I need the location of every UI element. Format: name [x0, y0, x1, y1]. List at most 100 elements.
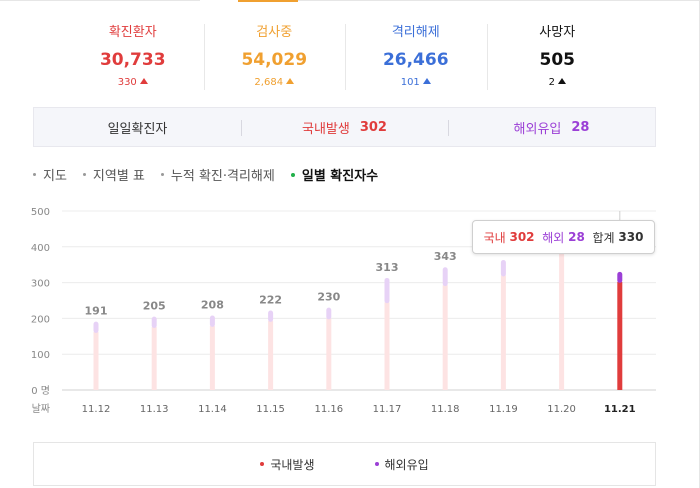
active-dot-icon	[290, 172, 295, 177]
bar-domestic	[442, 285, 448, 390]
bar-overseas	[93, 321, 99, 334]
bar-domestic	[326, 318, 332, 390]
stat-change-value: 330	[117, 77, 137, 88]
bar-overseas	[442, 267, 448, 287]
stat-change-value: 2,684	[254, 77, 284, 88]
increase-arrow-icon	[422, 78, 431, 84]
bar-overseas	[617, 271, 623, 283]
bar-overseas	[500, 260, 506, 277]
summary-domestic: 국내발생 302	[241, 108, 448, 146]
legend-label: 국내발생	[270, 457, 315, 472]
bar-domestic	[268, 320, 274, 390]
legend-dot-icon	[260, 462, 265, 466]
daily-cases-chart: 500 400 300 200 100 0 명날짜 11.12 191 11.13 205 11.1…	[31, 207, 656, 415]
tooltip-total-value: 330	[618, 230, 644, 244]
daily-summary-bar: 일일확진자 국내발생 302 해외유입 28	[33, 107, 656, 147]
chart-legend: 국내발생 해외유입	[33, 442, 656, 486]
legend-dot-icon	[374, 462, 379, 466]
x-tick-label: 11.18	[431, 404, 460, 415]
bullet-icon	[33, 173, 36, 176]
bar-domestic	[93, 332, 99, 390]
summary-domestic-label: 국내발생	[302, 121, 350, 137]
summary-daily-label: 일일확진자	[107, 121, 168, 137]
stat-label: 사망자	[539, 25, 576, 40]
bullet-icon	[160, 173, 164, 176]
top-border	[0, 0, 200, 1]
tab-label: 지역별 표	[92, 169, 145, 184]
x-tick-label: 11.13	[140, 404, 169, 415]
x-axis-label: 날짜	[32, 403, 50, 415]
y-tick-label: 100	[31, 350, 50, 361]
bullet-icon	[82, 173, 86, 176]
stat-value: 54,029	[241, 50, 308, 70]
bar-overseas	[326, 307, 332, 320]
legend-domestic[interactable]: 국내발생	[260, 456, 315, 473]
tooltip-domestic-label: 국내	[483, 230, 506, 245]
bar-total-label: 230	[317, 291, 340, 304]
bar-overseas	[151, 316, 157, 328]
tooltip-domestic-value: 302	[509, 230, 535, 244]
y-unit-label: 0 명	[31, 385, 50, 397]
increase-arrow-icon	[557, 78, 566, 84]
bar-domestic	[617, 281, 623, 390]
x-tick-label: 11.14	[198, 404, 227, 415]
bar-domestic	[209, 325, 215, 390]
bar-overseas	[268, 310, 274, 322]
summary-daily: 일일확진자	[34, 108, 241, 146]
x-tick-label: 11.20	[547, 404, 576, 415]
tooltip-total-label: 합계	[592, 230, 615, 245]
bar-total-label: 205	[143, 300, 166, 313]
stat-change: 2,684	[204, 76, 346, 90]
legend-label: 해외유입	[384, 457, 429, 472]
x-tick-label: 11.19	[489, 404, 518, 415]
bar-total-label: 191	[85, 305, 108, 318]
increase-arrow-icon	[139, 78, 148, 84]
y-tick-label: 200	[31, 314, 50, 325]
chart-tooltip: 국내 302 해외 28 합계 330	[472, 220, 655, 254]
stat-change: 101	[345, 76, 487, 90]
stats-panel: 확진환자 30,733 330 검사중 54,029 2,684 격리해제 26…	[62, 24, 628, 92]
tab-highlight-bar	[238, 0, 298, 2]
bar-total-label: 313	[376, 261, 399, 274]
stat-value: 26,466	[382, 50, 449, 70]
stat-value: 30,733	[99, 50, 166, 70]
stat-change: 330	[62, 76, 204, 90]
tab-cumulative[interactable]: 누적 확진·격리해제	[160, 165, 275, 184]
summary-overseas-label: 해외유입	[513, 121, 562, 137]
stat-change: 2	[487, 76, 629, 90]
bar-total-label: 343	[434, 250, 457, 263]
stat-change-value: 101	[400, 77, 420, 88]
tab-daily-cases[interactable]: 일별 확진자수	[290, 165, 379, 184]
tab-region-table[interactable]: 지역별 표	[82, 165, 145, 184]
stat-confirmed: 확진환자 30,733 330	[62, 24, 204, 92]
stat-value: 505	[539, 50, 576, 70]
x-tick-label: 11.17	[373, 404, 402, 415]
top-border	[298, 0, 700, 1]
stat-label: 확진환자	[108, 25, 157, 40]
summary-domestic-value: 302	[359, 119, 387, 135]
tab-map[interactable]: 지도	[33, 165, 67, 184]
bar-domestic	[384, 302, 390, 390]
stat-label: 검사중	[256, 25, 293, 40]
bar-total-label: 222	[259, 294, 282, 307]
tab-label: 지도	[43, 169, 67, 184]
y-tick-label: 300	[31, 279, 50, 290]
y-tick-label: 400	[31, 243, 50, 254]
stat-change-value: 2	[548, 77, 555, 88]
tooltip-overseas-label: 해외	[542, 230, 565, 245]
tab-label: 누적 확진·격리해제	[170, 169, 275, 184]
stat-label: 격리해제	[391, 25, 440, 40]
bar-domestic	[559, 252, 565, 390]
bar-overseas	[384, 277, 390, 304]
tooltip-overseas-value: 28	[568, 230, 585, 244]
x-tick-label: 11.12	[82, 404, 111, 415]
y-tick-label: 500	[31, 207, 50, 218]
summary-overseas-value: 28	[571, 119, 590, 135]
bar-domestic	[151, 326, 157, 390]
tab-label: 일별 확진자수	[301, 169, 379, 184]
view-tabs: 지도 지역별 표 누적 확진·격리해제 일별 확진자수	[33, 165, 394, 184]
stat-released: 격리해제 26,466 101	[345, 24, 487, 92]
increase-arrow-icon	[286, 78, 295, 84]
legend-overseas[interactable]: 해외유입	[374, 456, 429, 473]
bar-domestic	[500, 275, 506, 390]
